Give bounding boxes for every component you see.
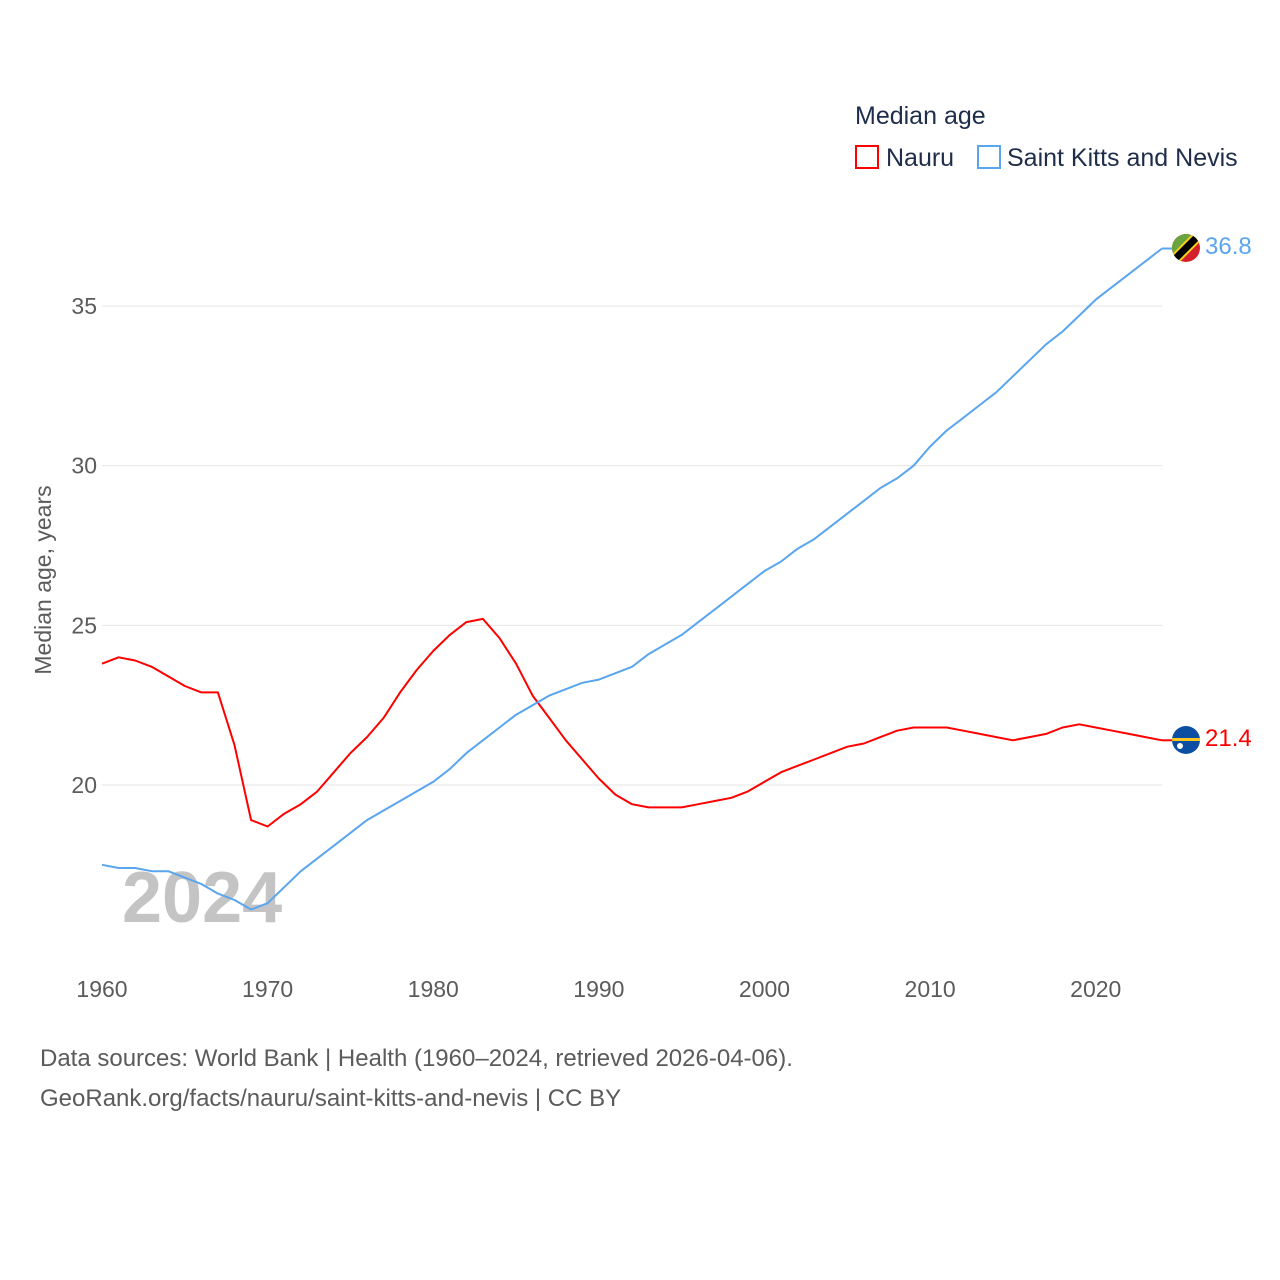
credit-link[interactable]: GeoRank.org/facts/nauru/saint-kitts-and-… <box>40 1085 622 1112</box>
y-tick-label: 25 <box>71 612 97 638</box>
y-tick-label: 35 <box>71 293 97 319</box>
legend-title: Median age <box>855 102 986 130</box>
legend-item-nauru[interactable]: Nauru <box>855 144 954 172</box>
x-tick-label: 1980 <box>408 976 459 1002</box>
nauru-flag-icon <box>1172 726 1200 754</box>
series-line-saint-kitts-and-nevis[interactable] <box>101 247 1163 911</box>
x-tick-label: 2000 <box>739 976 790 1002</box>
legend-swatch <box>855 145 879 169</box>
end-label-saint-kitts-and-nevis: 36.8 <box>1205 233 1252 260</box>
end-label-nauru: 21.4 <box>1205 725 1252 752</box>
legend-label: Saint Kitts and Nevis <box>1007 144 1238 172</box>
x-tick-label: 1960 <box>76 976 127 1002</box>
y-tick-label: 20 <box>71 772 97 798</box>
x-tick-label: 1970 <box>242 976 293 1002</box>
series-line-nauru[interactable] <box>101 617 1163 828</box>
saint-kitts-and-nevis-flag-icon <box>1172 234 1200 262</box>
x-tick-label: 2010 <box>905 976 956 1002</box>
x-tick-label: 2020 <box>1070 976 1121 1002</box>
y-tick-label: 30 <box>71 453 97 479</box>
data-sources: Data sources: World Bank | Health (1960–… <box>40 1045 793 1072</box>
legend-item-saint-kitts-and-nevis[interactable]: Saint Kitts and Nevis <box>977 144 1238 172</box>
y-axis-label: Median age, years <box>30 485 56 674</box>
x-tick-label: 1990 <box>573 976 624 1002</box>
legend-swatch <box>977 145 1001 169</box>
legend-label: Nauru <box>886 144 954 172</box>
